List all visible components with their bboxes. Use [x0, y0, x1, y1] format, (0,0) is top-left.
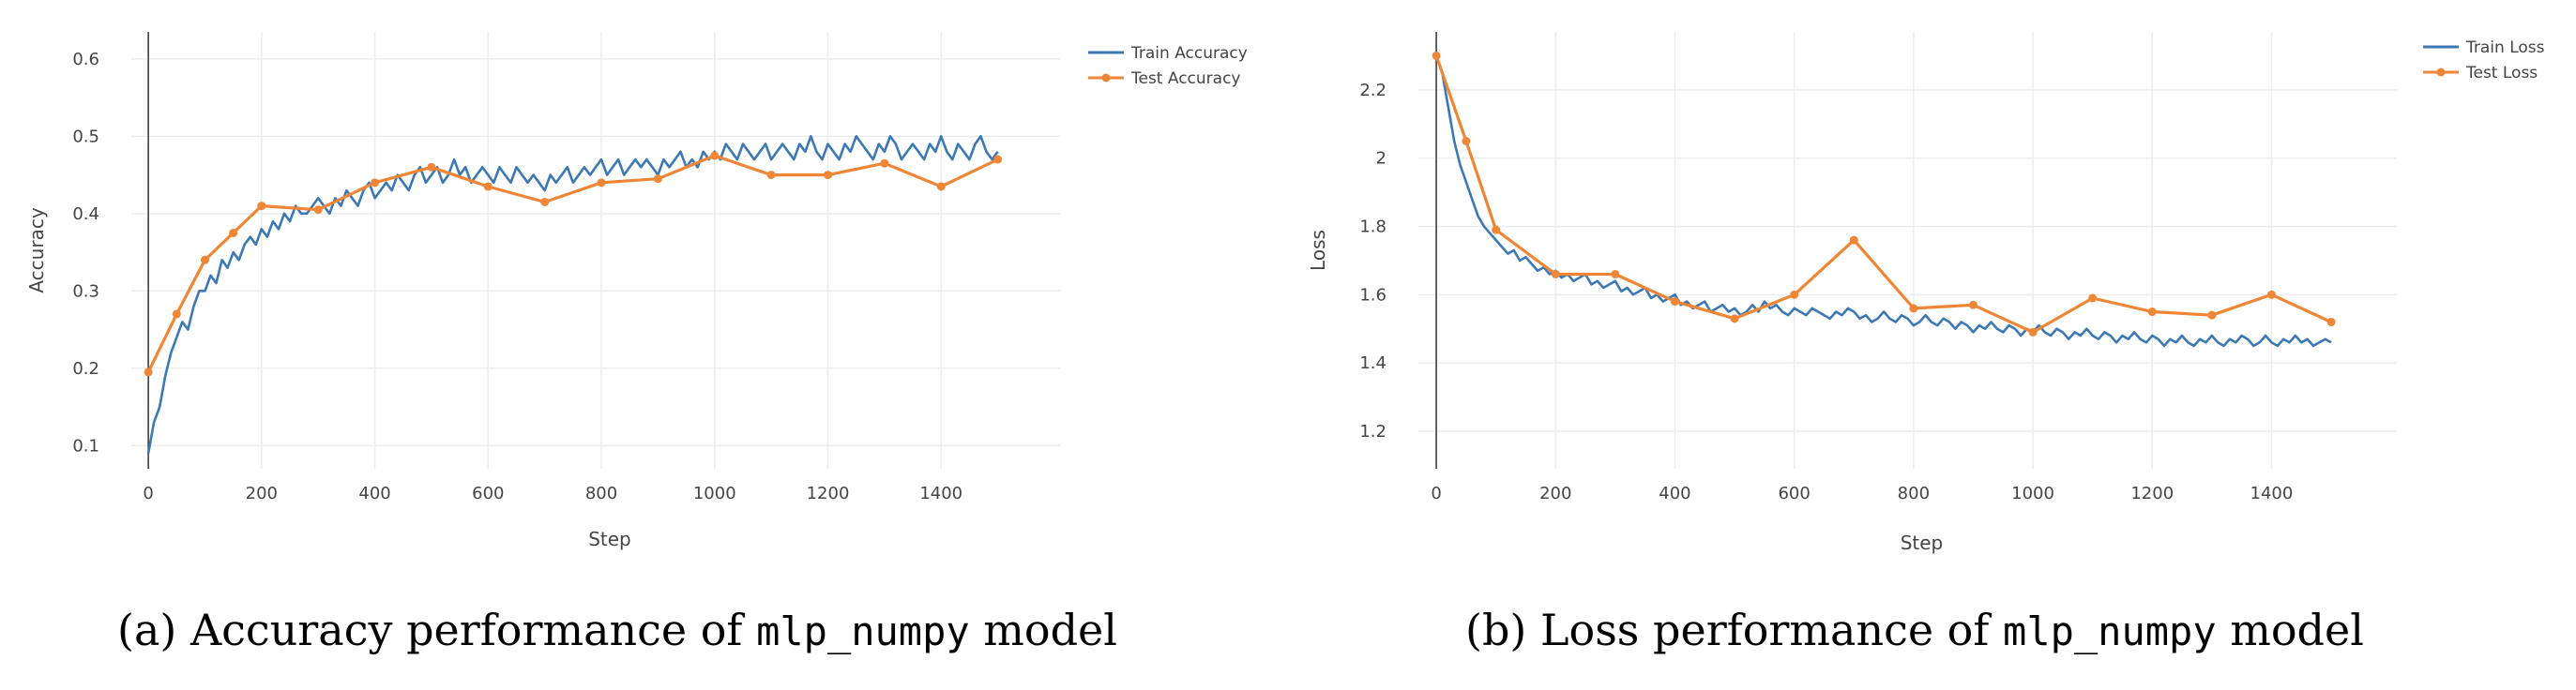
legend-label: Test Loss: [2465, 64, 2538, 82]
test-data-point: [710, 151, 720, 160]
x-tick-label: 200: [246, 484, 278, 503]
test-data-point: [880, 158, 889, 168]
test-data-point: [2207, 310, 2217, 320]
test-data-point: [1611, 269, 1620, 278]
caption-b: (b) Loss performance of mlp_numpy model: [1465, 605, 2364, 655]
test-data-point: [1432, 51, 1441, 60]
y-tick-label: 1.6: [1359, 285, 1386, 305]
y-tick-label: 1.8: [1359, 218, 1386, 237]
x-tick-label: 600: [472, 484, 504, 503]
x-tick-label: 1000: [693, 484, 736, 503]
y-tick-label: 0.1: [72, 436, 99, 456]
legend-label: Train Loss: [2465, 38, 2545, 57]
test-series-line: [146, 154, 999, 373]
x-tick-label: 1200: [807, 484, 850, 503]
test-data-point: [313, 205, 323, 215]
train-series-line: [1434, 55, 2332, 348]
caption-a-suffix: model: [969, 605, 1117, 655]
test-data-point: [1462, 137, 1471, 145]
test-data-point: [597, 178, 606, 188]
x-axis-label: Step: [1901, 532, 1944, 554]
chart-loss: 0 200 400 600 800 1000 1200 1400 1.2 1.4 1.6 1.8 2 2.…: [1307, 32, 2545, 554]
test-data-point: [229, 228, 238, 237]
caption-b-prefix: (b) Loss performance of: [1465, 605, 2004, 655]
legend-label: Train Accuracy: [1130, 44, 1248, 63]
y-axis-label: Accuracy: [25, 207, 48, 292]
test-data-point: [483, 182, 492, 191]
y-tick-label: 0.5: [72, 127, 99, 146]
y-tick-label: 0.4: [72, 204, 99, 224]
test-data-point: [824, 171, 832, 180]
x-tick-label: 800: [1898, 484, 1930, 503]
legend-marker: [1101, 73, 1111, 82]
y-tick-label: 2.2: [1359, 81, 1386, 100]
test-data-point: [2326, 317, 2336, 326]
caption-b-suffix: model: [2216, 605, 2364, 655]
test-series-line: [1434, 54, 2332, 334]
x-tick-label: 1000: [2011, 484, 2054, 503]
y-tick-label: 2: [1376, 149, 1386, 169]
legend-label: Test Accuracy: [1130, 69, 1241, 88]
test-data-point: [1849, 235, 1858, 245]
test-data-point: [1968, 300, 1977, 309]
caption-a-prefix: (a) Accuracy performance of: [117, 605, 757, 655]
legend-marker: [2436, 68, 2446, 77]
test-data-point: [2147, 308, 2157, 317]
test-data-point: [1790, 290, 1799, 299]
test-data-point: [427, 162, 436, 172]
x-tick-label: 1400: [919, 484, 962, 503]
x-tick-label: 200: [1539, 484, 1571, 503]
test-data-point: [2028, 327, 2038, 337]
y-axis-label: Loss: [1307, 230, 1329, 271]
test-data-point: [257, 202, 266, 211]
test-data-point: [1551, 269, 1560, 278]
x-tick-label: 400: [358, 484, 390, 503]
test-data-point: [1670, 297, 1679, 307]
caption-b-code: mlp_numpy: [2003, 608, 2217, 654]
y-tick-label: 1.2: [1359, 422, 1386, 442]
caption-a: (a) Accuracy performance of mlp_numpy mo…: [117, 605, 1117, 655]
test-data-point: [371, 178, 380, 188]
test-data-point: [1730, 314, 1739, 323]
x-axis-label: Step: [588, 528, 631, 550]
caption-a-code: mlp_numpy: [756, 608, 970, 654]
y-tick-label: 0.6: [72, 50, 99, 69]
x-tick-label: 1200: [2130, 484, 2174, 503]
x-tick-label: 1400: [2250, 484, 2294, 503]
chart-accuracy: 0 200 400 600 800 1000 1200 1400 0.1 0.2 0.3 0.4 0.5…: [25, 32, 1248, 550]
test-data-point: [172, 309, 181, 319]
x-tick-label: 0: [1431, 484, 1441, 503]
train-series-line: [146, 135, 999, 454]
test-data-point: [653, 174, 662, 184]
x-tick-label: 400: [1659, 484, 1690, 503]
test-data-point: [936, 182, 946, 191]
test-data-point: [766, 171, 776, 180]
y-tick-label: 0.2: [72, 359, 99, 379]
y-tick-label: 1.4: [1359, 353, 1386, 373]
x-tick-label: 800: [585, 484, 617, 503]
x-tick-label: 0: [143, 484, 153, 503]
test-data-point: [2266, 290, 2276, 299]
test-data-point: [1909, 304, 1918, 313]
test-data-point: [2088, 293, 2098, 303]
test-data-point: [993, 155, 1003, 164]
test-data-point: [540, 197, 550, 206]
y-tick-label: 0.3: [72, 281, 99, 301]
test-data-point: [200, 255, 209, 264]
test-data-point: [1492, 225, 1501, 234]
x-tick-label: 600: [1778, 484, 1810, 503]
test-data-point: [144, 368, 153, 377]
